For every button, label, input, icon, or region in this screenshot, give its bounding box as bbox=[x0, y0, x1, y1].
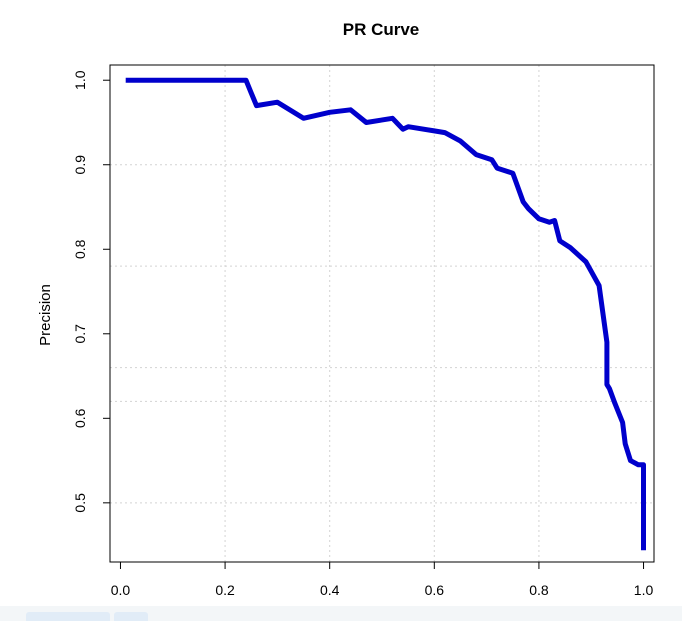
x-tick-label-5: 1.0 bbox=[634, 582, 654, 598]
grid-layer bbox=[110, 65, 654, 562]
x-tick-label-0: 0.0 bbox=[111, 582, 131, 598]
x-tick-label-3: 0.6 bbox=[425, 582, 445, 598]
x-tick-label-1: 0.2 bbox=[215, 582, 235, 598]
plot-frame bbox=[109, 64, 655, 563]
strip-tab-1 bbox=[26, 612, 110, 621]
y-tick-label-1: 0.6 bbox=[72, 408, 88, 428]
chart-title: PR Curve bbox=[343, 20, 420, 39]
strip-tab-2 bbox=[114, 612, 148, 621]
series-line-0 bbox=[125, 77, 646, 551]
y-tick-label-5: 1.0 bbox=[72, 70, 88, 90]
y-tick-label-2: 0.7 bbox=[72, 324, 88, 344]
y-tick-label-3: 0.8 bbox=[72, 239, 88, 259]
series-layer bbox=[125, 77, 646, 551]
y-tick-label-0: 0.5 bbox=[72, 493, 88, 513]
x-tick-label-4: 0.8 bbox=[529, 582, 549, 598]
y-tick-label-4: 0.9 bbox=[72, 155, 88, 175]
bottom-strip bbox=[0, 606, 682, 621]
y-axis-label: Precision bbox=[37, 284, 54, 346]
tick-layer: 0.0 0.2 0.4 0.6 0.8 1.0 0.5 0.6 0.7 0.8 0.9 1.0 bbox=[72, 70, 653, 598]
x-tick-label-2: 0.4 bbox=[320, 582, 340, 598]
